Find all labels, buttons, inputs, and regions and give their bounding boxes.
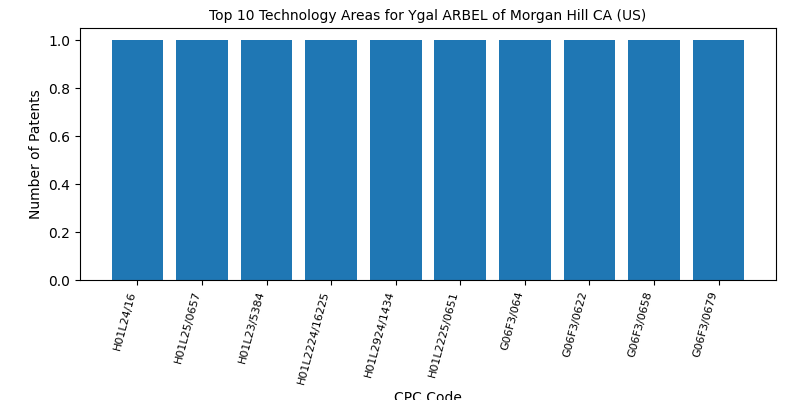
Bar	[176, 40, 228, 280]
Bar	[241, 40, 293, 280]
Bar	[434, 40, 486, 280]
Title: Top 10 Technology Areas for Ygal ARBEL of Morgan Hill CA (US): Top 10 Technology Areas for Ygal ARBEL o…	[210, 9, 646, 23]
Bar	[693, 40, 744, 280]
Y-axis label: Number of Patents: Number of Patents	[29, 89, 42, 219]
Bar	[306, 40, 357, 280]
Bar	[628, 40, 680, 280]
Bar	[370, 40, 422, 280]
Bar	[112, 40, 163, 280]
Bar	[499, 40, 550, 280]
X-axis label: CPC Code: CPC Code	[394, 391, 462, 400]
Bar	[563, 40, 615, 280]
